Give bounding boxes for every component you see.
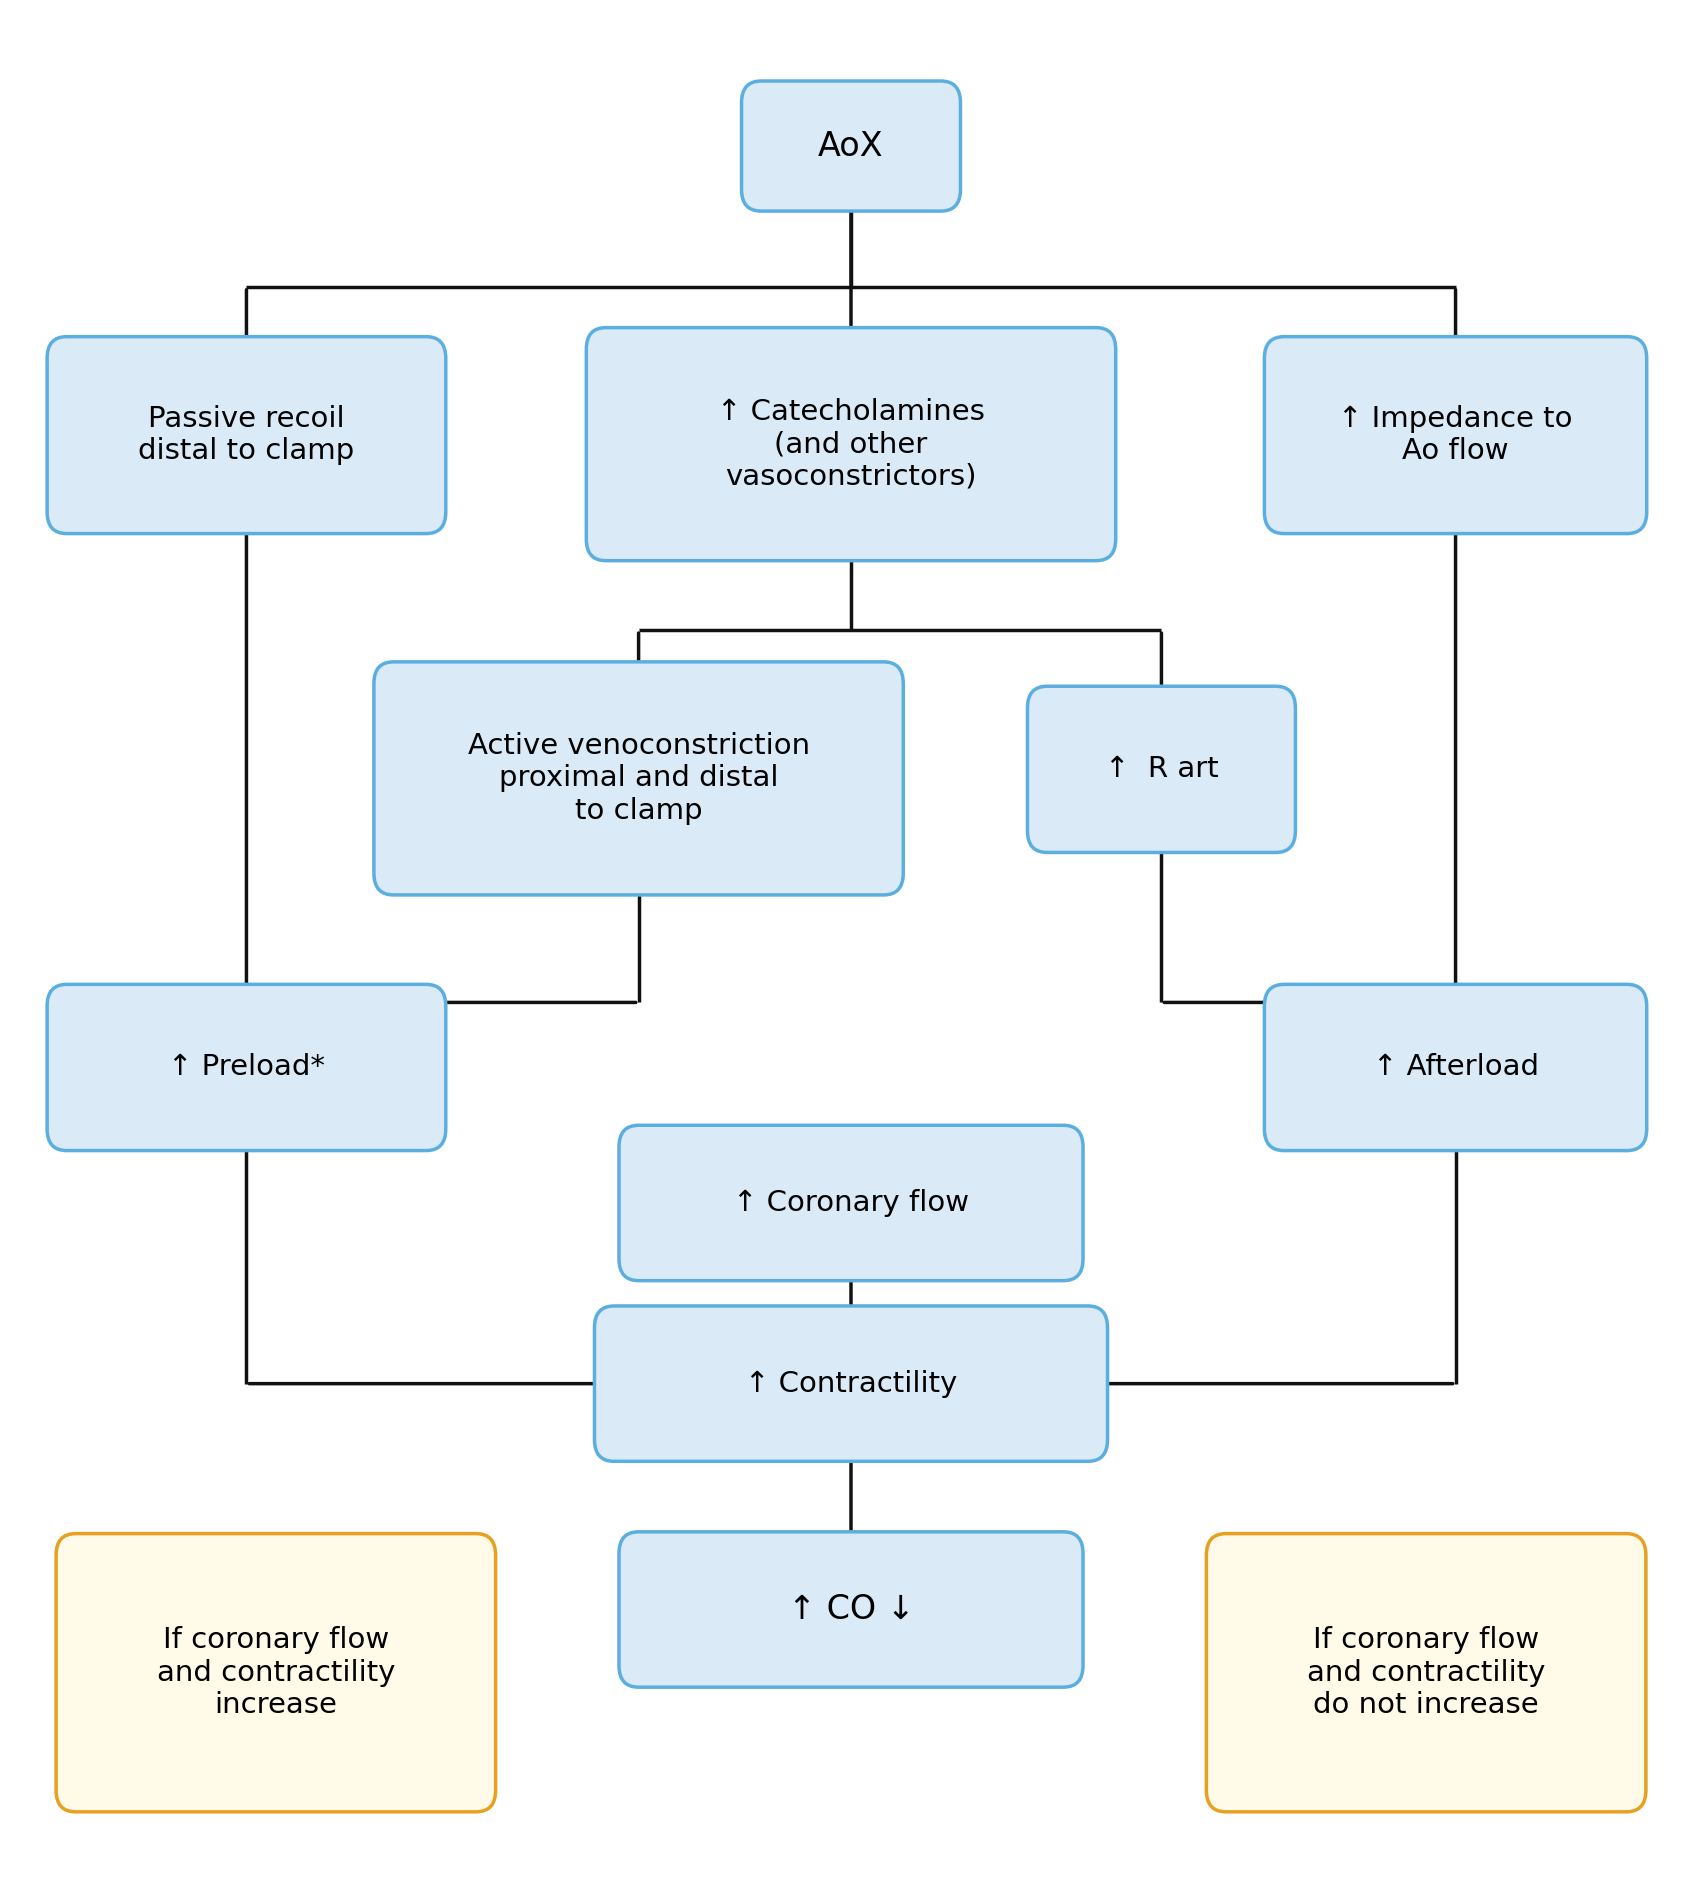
Text: Passive recoil
distal to clamp: Passive recoil distal to clamp: [138, 405, 354, 465]
FancyBboxPatch shape: [48, 337, 446, 534]
Text: ↑ Preload*: ↑ Preload*: [168, 1054, 325, 1082]
FancyBboxPatch shape: [585, 327, 1117, 561]
FancyBboxPatch shape: [594, 1306, 1108, 1460]
FancyBboxPatch shape: [620, 1125, 1082, 1280]
FancyBboxPatch shape: [374, 662, 904, 896]
FancyBboxPatch shape: [1207, 1534, 1646, 1812]
Text: AoX: AoX: [819, 130, 883, 162]
FancyBboxPatch shape: [620, 1532, 1082, 1686]
FancyBboxPatch shape: [1265, 984, 1648, 1150]
Text: ↑  R art: ↑ R art: [1105, 755, 1219, 783]
Text: ↑ Impedance to
Ao flow: ↑ Impedance to Ao flow: [1338, 405, 1573, 465]
Text: If coronary flow
and contractility
do not increase: If coronary flow and contractility do no…: [1307, 1626, 1545, 1718]
FancyBboxPatch shape: [56, 1534, 495, 1812]
Text: ↑ Catecholamines
(and other
vasoconstrictors): ↑ Catecholamines (and other vasoconstric…: [717, 397, 985, 491]
FancyBboxPatch shape: [742, 81, 960, 211]
Text: ↑ CO ↓: ↑ CO ↓: [788, 1592, 914, 1626]
FancyBboxPatch shape: [1265, 337, 1648, 534]
Text: ↑ Afterload: ↑ Afterload: [1372, 1054, 1539, 1082]
FancyBboxPatch shape: [48, 984, 446, 1150]
FancyBboxPatch shape: [1028, 687, 1295, 853]
Text: ↑ Coronary flow: ↑ Coronary flow: [734, 1189, 968, 1218]
Text: Active venoconstriction
proximal and distal
to clamp: Active venoconstriction proximal and dis…: [468, 732, 810, 824]
Text: If coronary flow
and contractility
increase: If coronary flow and contractility incre…: [157, 1626, 395, 1718]
Text: ↑ Contractility: ↑ Contractility: [745, 1370, 957, 1398]
